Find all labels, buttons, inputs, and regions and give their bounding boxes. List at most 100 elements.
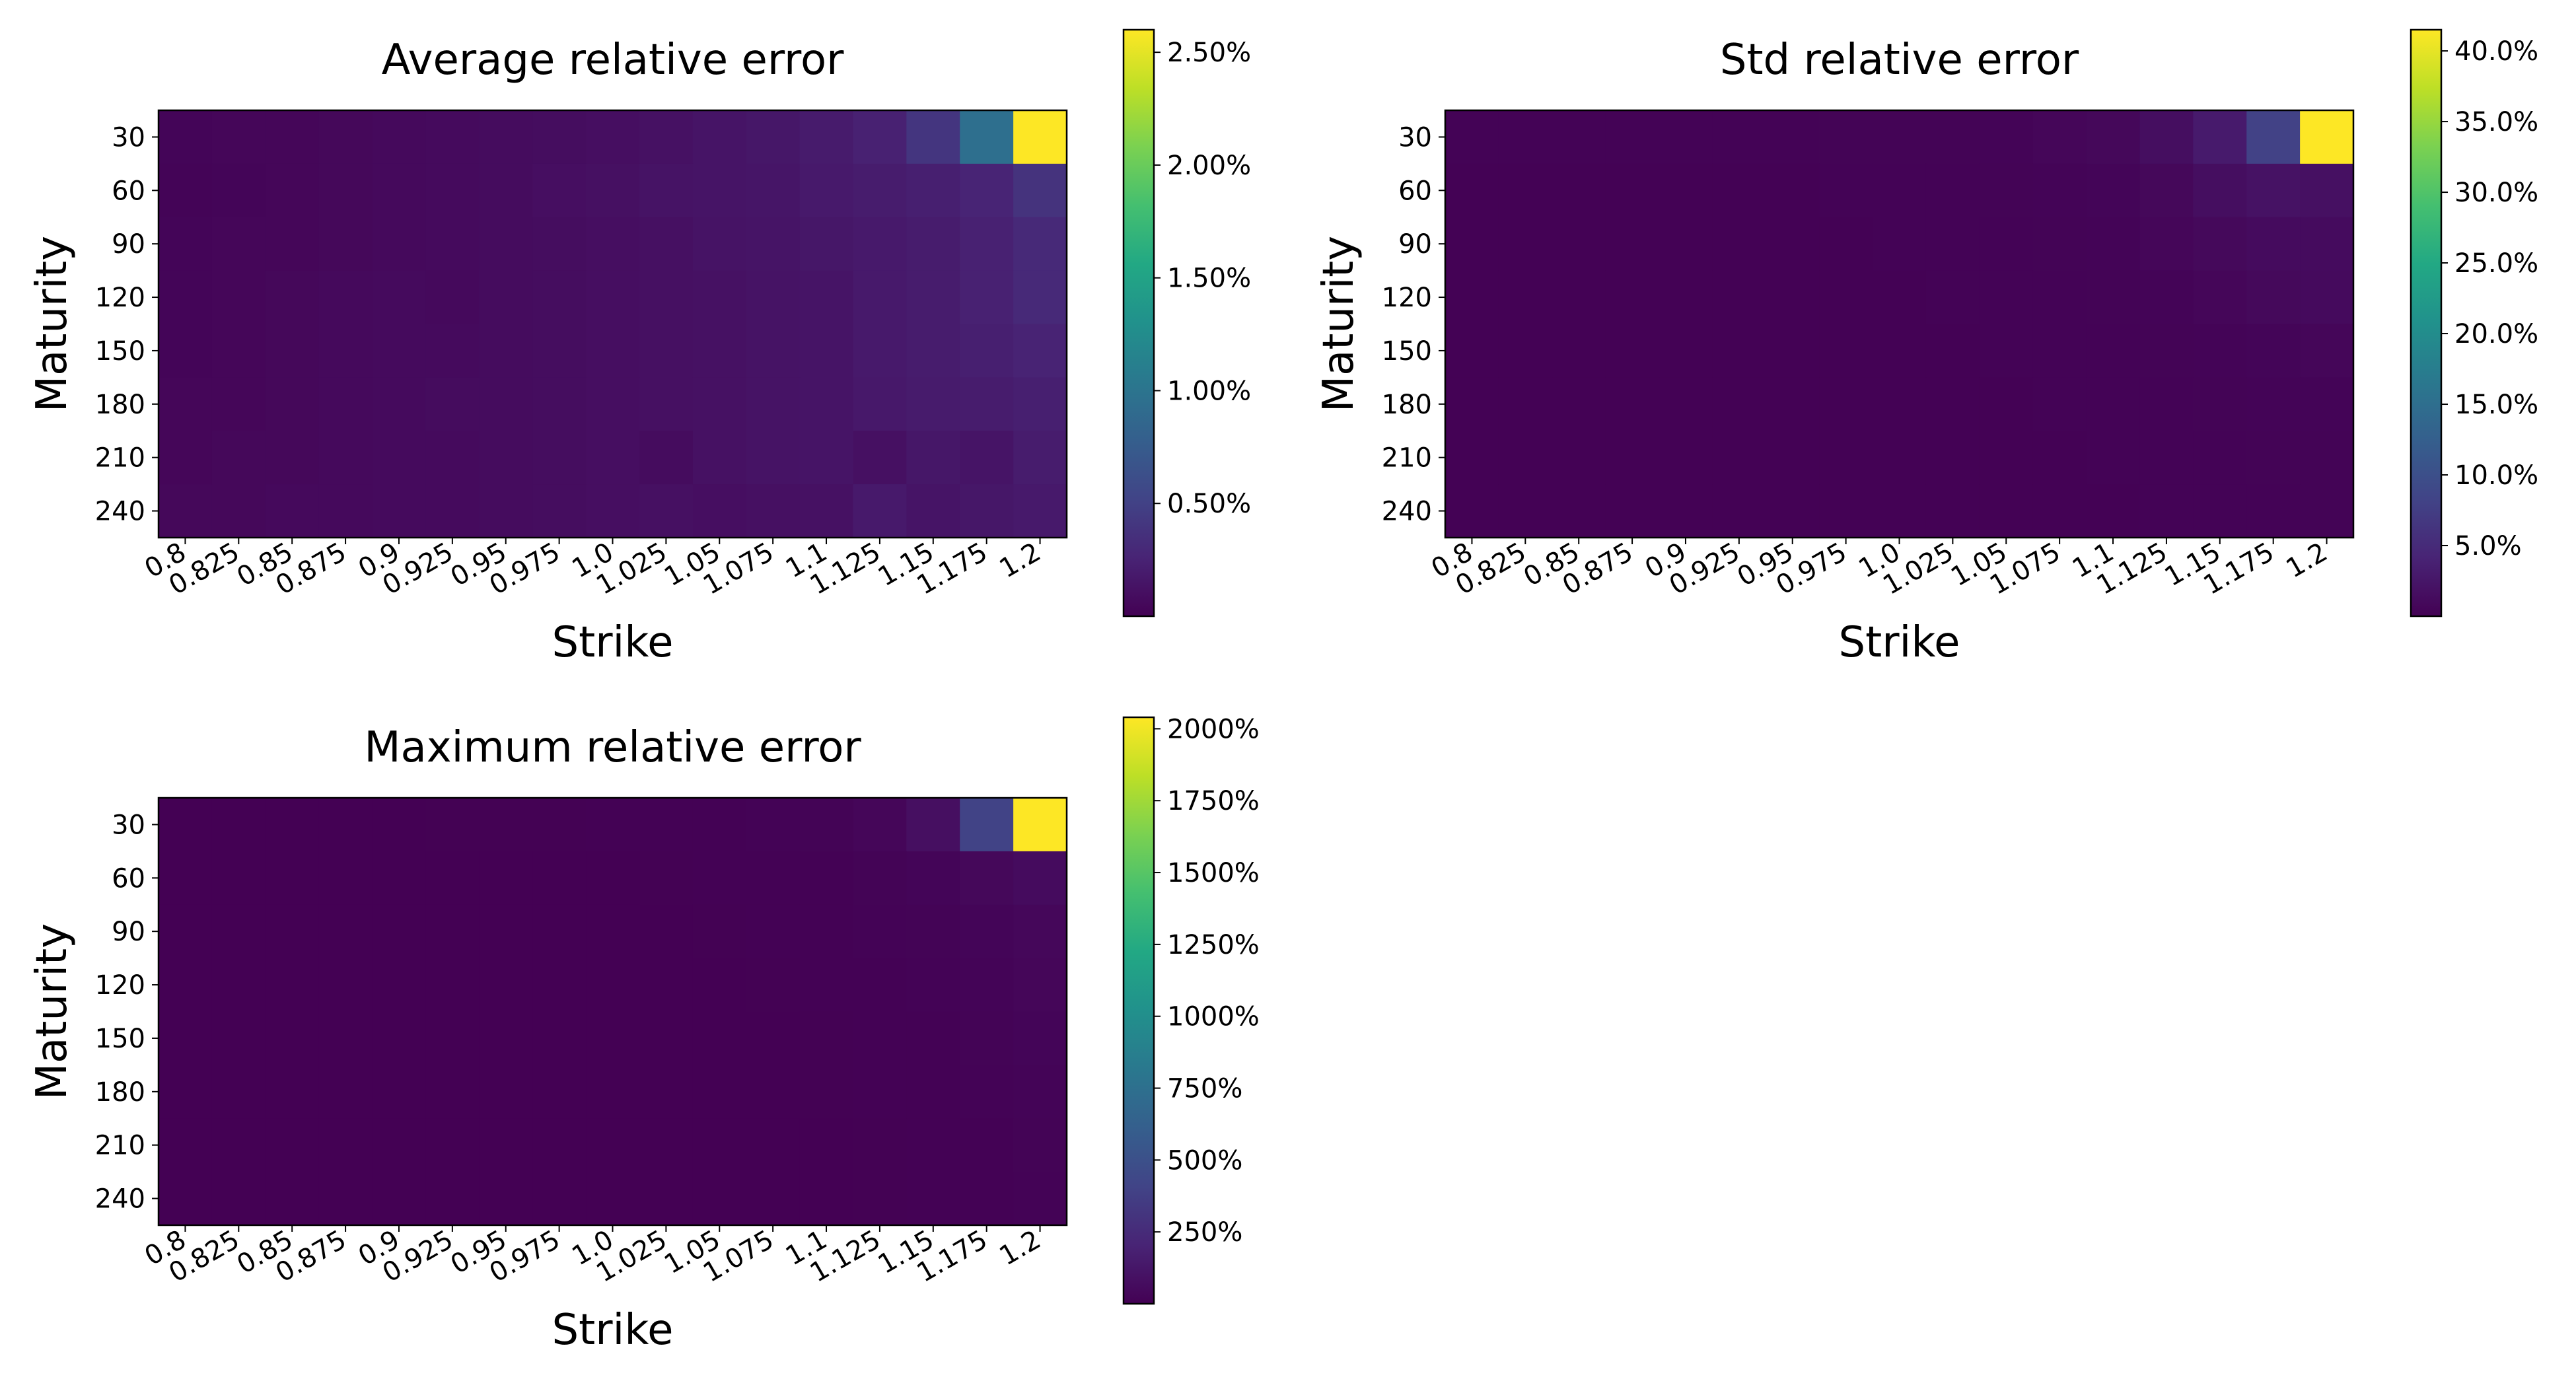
heatmap-cell — [639, 377, 694, 431]
heatmap-cell — [2246, 163, 2301, 218]
colorbar-tick-label: 30.0% — [2454, 178, 2538, 208]
y-axis-label: Maturity — [28, 923, 77, 1100]
heatmap-cell — [1979, 484, 2034, 538]
colorbar: 0.50% 1.00% 1.50% 2.00% 2.50% — [1122, 28, 1251, 618]
heatmap-cell — [1979, 377, 2034, 431]
heatmap-cell — [318, 484, 373, 538]
heatmap-cell — [639, 1118, 694, 1172]
heatmap-cell — [746, 377, 801, 431]
heatmap-cell — [2086, 163, 2141, 218]
colorbar-tick-label: 1000% — [1167, 1002, 1260, 1032]
heatmap-cell — [211, 798, 266, 852]
heatmap-cell — [1712, 163, 1766, 218]
heatmap-cell — [1445, 324, 1499, 378]
heatmap-cell — [853, 904, 907, 959]
heatmap-cell — [853, 431, 907, 485]
y-tick-label: 90 — [112, 229, 145, 260]
heatmap-cell — [425, 217, 480, 271]
heatmap-cell — [532, 270, 587, 325]
heatmap-cell — [799, 270, 854, 325]
heatmap-cell — [1766, 110, 1820, 164]
heatmap-cell — [211, 377, 266, 431]
heatmap-cell — [639, 958, 694, 1013]
heatmap-cell — [425, 1172, 480, 1226]
heatmap-cell — [159, 377, 213, 431]
heatmap-cell — [425, 1011, 480, 1065]
heatmap-cell — [1445, 484, 1499, 538]
heatmap-cell — [2086, 377, 2141, 431]
colorbar-tick-label: 750% — [1167, 1074, 1242, 1104]
heatmap-cell — [159, 851, 213, 906]
heatmap-cell — [1552, 163, 1606, 218]
y-tick-label: 30 — [112, 810, 145, 840]
heatmap-cell — [1552, 217, 1606, 271]
heatmap-cell — [2086, 484, 2141, 538]
heatmap-cell — [799, 377, 854, 431]
heatmap-cell — [1712, 431, 1766, 485]
heatmap-cell — [1445, 377, 1499, 431]
heatmap-cell — [1445, 431, 1499, 485]
heatmap-cell — [639, 217, 694, 271]
heatmap-cell — [906, 1065, 960, 1119]
heatmap-cell — [2032, 324, 2087, 378]
heatmap-cell — [746, 431, 801, 485]
heatmap-cell — [2086, 431, 2141, 485]
heatmap-cell — [960, 1172, 1014, 1226]
heatmap-cell — [372, 110, 427, 164]
heatmap-cell — [1498, 431, 1553, 485]
colorbar-tick-label: 10.0% — [2454, 460, 2538, 491]
heatmap-cell — [1013, 431, 1067, 485]
heatmap-cell — [1925, 377, 1980, 431]
heatmap-cell — [1013, 324, 1067, 378]
heatmap-cell — [532, 1118, 587, 1172]
heatmap-cell — [265, 851, 320, 906]
heatmap-cell — [2193, 484, 2247, 538]
heatmap-cell — [318, 324, 373, 378]
heatmap-cell — [586, 110, 640, 164]
heatmap-panel-2: Std relative error3060901201501802102400… — [1314, 28, 2538, 667]
heatmap-cell — [479, 217, 533, 271]
heatmap-cell — [853, 110, 907, 164]
heatmap-cell — [1979, 217, 2034, 271]
heatmap-cell — [159, 904, 213, 959]
heatmap-cell — [2300, 324, 2354, 378]
heatmap-cell — [799, 798, 854, 852]
heatmap-cell — [372, 377, 427, 431]
heatmap-cell — [318, 958, 373, 1013]
heatmap-cell — [265, 484, 320, 538]
heatmap-cell — [318, 431, 373, 485]
heatmap-cell — [479, 958, 533, 1013]
heatmap-cell — [2032, 431, 2087, 485]
y-tick-label: 150 — [95, 1024, 145, 1054]
heatmap-cell — [1445, 217, 1499, 271]
colorbar-gradient — [1124, 717, 1154, 1304]
heatmap-cell — [586, 1118, 640, 1172]
heatmap-cell — [1659, 217, 1713, 271]
heatmap-cell — [746, 958, 801, 1013]
heatmap-cell — [1925, 270, 1980, 325]
heatmap-cell — [960, 904, 1014, 959]
heatmap-cell — [1873, 324, 1927, 378]
chart-title: Std relative error — [1720, 36, 2079, 85]
heatmap-cell — [692, 110, 747, 164]
heatmap-panel-3: Maximum relative error 30 60 90 120 150 180 210… — [28, 714, 1260, 1355]
heatmap-cell — [425, 958, 480, 1013]
heatmap-cell — [1819, 431, 1873, 485]
heatmap-cell — [2246, 110, 2301, 164]
heatmap-cell — [532, 431, 587, 485]
heatmap-cell — [1013, 484, 1067, 538]
heatmap-cell — [960, 958, 1014, 1013]
heatmap-cell — [1498, 110, 1553, 164]
heatmap-cell — [1659, 110, 1713, 164]
heatmap-cell — [211, 1065, 266, 1119]
heatmap-cell — [1925, 217, 1980, 271]
heatmap-cell — [2300, 377, 2354, 431]
heatmap-cell — [265, 163, 320, 218]
heatmap-cell — [639, 484, 694, 538]
heatmap-cell — [1925, 484, 1980, 538]
heatmap-cell — [2300, 217, 2354, 271]
heatmap-cell — [692, 431, 747, 485]
heatmap-cell — [2246, 324, 2301, 378]
heatmap-cell — [479, 1172, 533, 1226]
heatmap-cell — [159, 1118, 213, 1172]
